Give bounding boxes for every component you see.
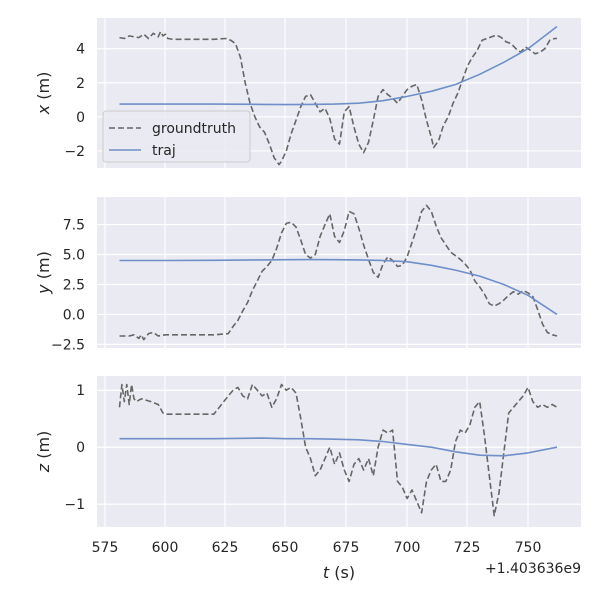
series-line-groundtruth (119, 204, 558, 341)
y-axis-variable: y (34, 284, 53, 295)
panel-x: 4 2 0 −2 x (m) groundtruth traj (34, 18, 581, 168)
x-tick-label: 725 (454, 540, 481, 556)
x-offset-label: +1.403636e9 (485, 561, 581, 577)
x-tick-label: 675 (333, 540, 360, 556)
y-tick-label: 0.0 (63, 307, 85, 323)
x-tick-label: 700 (394, 540, 421, 556)
series-line-groundtruth (119, 30, 557, 166)
x-tick-label: 750 (515, 540, 542, 556)
x-axis-label: t (s) (323, 563, 355, 582)
y-tick-label: −2 (64, 144, 85, 160)
x-tick-label: 625 (212, 540, 239, 556)
legend-label-groundtruth: groundtruth (152, 121, 236, 137)
x-axis-unit: (s) (329, 563, 355, 582)
series-line-traj (119, 25, 558, 106)
y-tick-label: 4 (76, 42, 85, 58)
y-tick-label: 0 (76, 440, 85, 456)
y-tick-label: −2.5 (51, 337, 85, 353)
series-line-traj (119, 258, 558, 316)
y-tick-label: 7.5 (63, 218, 85, 234)
x-axis-variable: t (323, 563, 330, 582)
y-tick-label: −1 (64, 497, 85, 513)
panel-z: 1 0 −1 z (m) 575 600 625 650 675 700 725 750 t (s) +1… (34, 376, 581, 582)
y-tick-label: 2 (76, 76, 85, 92)
y-axis-variable: x (34, 104, 53, 115)
x-tick-label: 575 (92, 540, 119, 556)
y-axis-variable: z (34, 463, 53, 473)
panel-y: 7.5 5.0 2.5 0.0 −2.5 y (m) (34, 197, 581, 353)
y-axis-label: x (m) (34, 72, 53, 116)
y-axis-unit: (m) (34, 431, 53, 464)
y-axis-unit: (m) (34, 251, 53, 284)
y-tick-label: 5.0 (63, 248, 85, 264)
y-axis-label: y (m) (34, 251, 53, 295)
plot-area (97, 197, 581, 348)
legend-label-traj: traj (152, 143, 176, 159)
y-axis-label: z (m) (34, 431, 53, 474)
series-line-traj (119, 437, 558, 457)
x-tick-label: 600 (152, 540, 179, 556)
y-axis-unit: (m) (34, 72, 53, 105)
y-tick-label: 0 (76, 110, 85, 126)
x-tick-label: 650 (272, 540, 299, 556)
plot-area (97, 376, 581, 527)
legend: groundtruth traj (102, 110, 251, 163)
y-tick-label: 1 (76, 383, 85, 399)
y-tick-label: 2.5 (63, 277, 85, 293)
